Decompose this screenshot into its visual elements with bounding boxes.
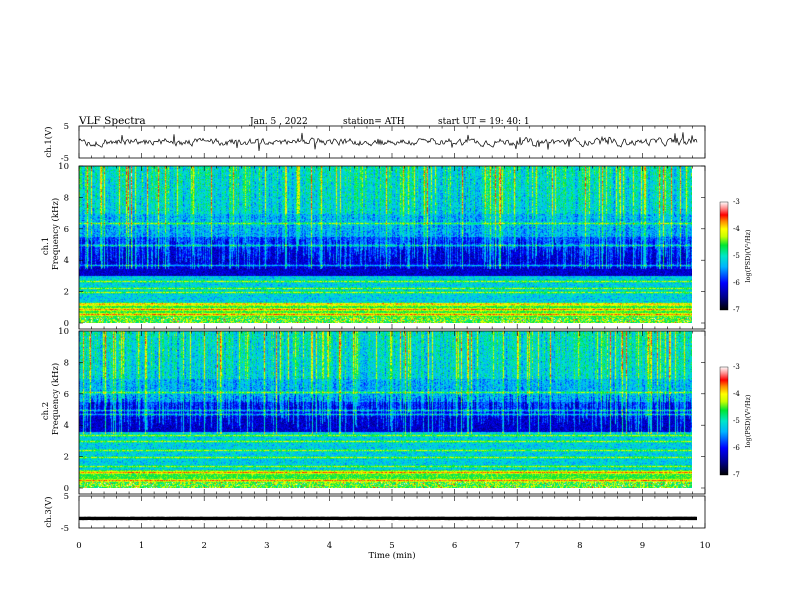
time-tick-label-8: 8 (577, 541, 582, 551)
ch1-waveform-line (78, 132, 698, 151)
time-tick-label-2: 2 (201, 541, 206, 551)
ch2-cb-tick-m3: -3 (733, 363, 740, 371)
time-axis-tick-labels: 0 1 2 3 4 5 6 7 8 9 10 (76, 541, 710, 551)
ch2-spec-ytick-label-1: 2 (64, 453, 69, 463)
ch2-spectrogram-image (79, 331, 692, 488)
ch1-cb-tick-m5: -5 (733, 252, 740, 260)
ch2-spec-ytick-label-0: 0 (64, 484, 69, 494)
ch1-ytick-bottom: -5 (61, 154, 69, 164)
panel-ch1-spectrogram: 0 2 4 6 8 10 ch.1 Frequency (kHz) -3 -4 -5 -6… (41, 162, 752, 330)
ch1-spec-ytick-label-0: 0 (64, 319, 69, 329)
time-tick-label-0: 0 (76, 541, 81, 551)
ch2-colorbar (719, 366, 729, 476)
ch2-spec-yticks: 0 2 4 6 8 10 (58, 327, 705, 494)
date-label: Jan. 5 , 2022 (249, 117, 308, 127)
ch2-cb-tick-m7: -7 (733, 471, 740, 479)
ch1-colorbar (719, 201, 729, 311)
ch1-ytick-top: 5 (64, 122, 69, 132)
start-ut-label: start UT = 19: 40: 1 (438, 117, 530, 127)
ch1-spec-ytick-label-3: 6 (64, 225, 69, 235)
panel-ch1-waveform: 5 -5 ch.1(V) (43, 122, 706, 164)
ch1-xticks (78, 126, 706, 158)
ch1-spec-ytick-label-2: 4 (64, 256, 69, 266)
ch2-cb-tick-m4: -4 (733, 390, 740, 398)
ch1-spec-ytick-label-5: 10 (58, 162, 69, 172)
time-tick-label-3: 3 (264, 541, 269, 551)
ch3-ytick-bottom: -5 (61, 524, 69, 534)
time-tick-label-5: 5 (389, 541, 394, 551)
time-axis-label: Time (min) (368, 550, 415, 561)
ch2-colorbar-label: log(PSD)(V²/Hz) (744, 394, 752, 447)
ch2-spec-ytick-label-4: 8 (64, 358, 69, 368)
ch1-cb-tick-m4: -4 (733, 225, 740, 233)
panel-ch2-spectrogram: 0 2 4 6 8 10 ch.2 Frequency (kHz) -3 -4 -5 -6… (41, 327, 752, 495)
ch3-xticks (78, 496, 706, 528)
ch1-spec-ylabel-freq: Frequency (kHz) (50, 198, 61, 270)
ch2-spec-ylabel-freq: Frequency (kHz) (50, 363, 61, 435)
time-tick-label-4: 4 (327, 541, 332, 551)
time-tick-label-6: 6 (452, 541, 457, 551)
ch1-colorbar-label: log(PSD)(V²/Hz) (744, 229, 752, 282)
ch1-spectrogram-image (79, 166, 692, 323)
ch2-cb-tick-m5: -5 (733, 417, 740, 425)
ch2-spec-ylabel-channel: ch.2 (41, 402, 51, 420)
ch1-spec-ytick-label-4: 8 (64, 193, 69, 203)
station-label: station= ATH (343, 117, 405, 127)
ch2-spec-ytick-label-2: 4 (64, 421, 69, 431)
time-tick-label-7: 7 (514, 541, 519, 551)
ch3-ytick-top: 5 (64, 492, 69, 502)
time-tick-label-1: 1 (139, 541, 144, 551)
ch1-cb-tick-m6: -6 (733, 279, 740, 287)
ch2-spec-ytick-label-3: 6 (64, 390, 69, 400)
ch1-spec-ytick-label-1: 2 (64, 288, 69, 298)
ch3-ylabel: ch.3(V) (43, 496, 54, 527)
ch2-cb-tick-m6: -6 (733, 444, 740, 452)
ch1-ylabel: ch.1(V) (43, 126, 54, 157)
ch1-spec-yticks: 0 2 4 6 8 10 (58, 162, 705, 329)
time-tick-label-10: 10 (700, 541, 711, 551)
ch1-spec-xticks (78, 166, 706, 329)
figure-title: VLF Spectra (78, 115, 146, 127)
panel-ch3-waveform: 5 -5 ch.3(V) (43, 492, 706, 534)
ch2-spec-xticks (78, 331, 706, 494)
ch1-spec-ylabel-channel: ch.1 (41, 237, 51, 255)
ch2-spec-ytick-label-5: 10 (58, 327, 69, 337)
ch1-cb-tick-m3: -3 (733, 198, 740, 206)
time-tick-label-9: 9 (640, 541, 645, 551)
ch1-cb-tick-m7: -7 (733, 306, 740, 314)
